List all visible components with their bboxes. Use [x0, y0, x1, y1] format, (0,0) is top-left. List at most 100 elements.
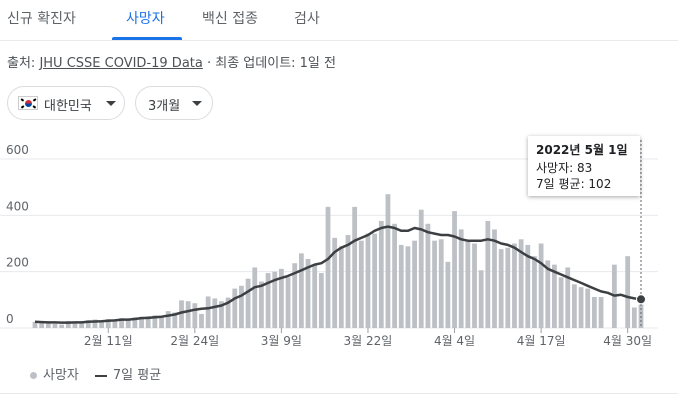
bar	[72, 322, 78, 328]
period-dropdown[interactable]: 3개월	[135, 86, 213, 120]
bar	[591, 297, 597, 328]
y-tick-label: 400	[6, 199, 29, 213]
y-tick-label: 600	[6, 143, 29, 157]
bar	[278, 268, 284, 328]
x-tick-label: 4월 30일	[603, 334, 652, 348]
tab-vaccination[interactable]: 백신 접종	[202, 11, 258, 27]
source-link[interactable]: JHU CSSE COVID-19 Data	[39, 56, 203, 71]
tooltip-deaths: 사망자: 83	[536, 161, 593, 175]
bar	[219, 301, 224, 328]
korea-flag-icon	[18, 96, 38, 110]
bar	[598, 297, 604, 328]
chevron-down-icon	[106, 101, 116, 106]
bar	[458, 229, 464, 328]
bar	[105, 318, 111, 328]
bar	[205, 296, 211, 328]
bar	[425, 223, 431, 328]
deaths-chart[interactable]: 0 200 400 600 2월 11일 2월 24일 3월 9일 3월 22일 4월 4일 4월…	[0, 140, 678, 355]
bar	[119, 318, 124, 328]
bar	[92, 319, 98, 328]
bar	[239, 285, 244, 328]
bar	[472, 243, 477, 328]
bar	[52, 323, 58, 328]
bar	[139, 316, 144, 328]
bar	[318, 273, 324, 328]
chart-legend: 사망자 7일 평균	[30, 364, 161, 383]
country-value: 대한민국	[44, 99, 92, 114]
tab-tests[interactable]: 검사	[294, 11, 320, 27]
bar	[292, 263, 298, 328]
bar	[625, 256, 631, 328]
bar	[538, 243, 544, 328]
tab-deaths[interactable]: 사망자	[126, 11, 165, 27]
bar	[39, 322, 45, 328]
bar	[332, 237, 338, 328]
bar	[185, 301, 191, 328]
tooltip-date: 2022년 5월 1일	[536, 143, 628, 157]
chevron-down-icon	[192, 101, 202, 106]
bar	[525, 244, 531, 328]
bar	[365, 233, 371, 328]
bar	[405, 246, 411, 328]
last-updated: · 최종 업데이트: 1일 전	[202, 56, 336, 71]
y-tick-label: 0	[6, 312, 14, 326]
bar	[478, 270, 484, 328]
country-dropdown[interactable]: 대한민국	[7, 86, 125, 120]
bar	[305, 258, 311, 328]
bar	[165, 311, 171, 328]
bar	[418, 209, 424, 328]
bar	[32, 321, 38, 328]
bar	[245, 278, 251, 328]
bar	[232, 288, 238, 328]
tooltip-average: 7일 평균: 102	[536, 177, 612, 191]
bar	[112, 320, 118, 328]
bar	[432, 240, 437, 328]
bar	[179, 300, 184, 328]
bar	[512, 243, 517, 328]
bar	[325, 206, 331, 328]
bar	[398, 244, 404, 328]
x-tick-label: 2월 11일	[84, 334, 133, 348]
bar	[532, 256, 537, 328]
bar	[252, 267, 258, 328]
x-tick-label: 3월 9일	[261, 334, 302, 348]
divider	[0, 393, 678, 394]
bar	[412, 240, 417, 328]
legend-line-label: 7일 평균	[112, 368, 162, 383]
chart-tooltip: 2022년 5월 1일 사망자: 83 7일 평균: 102	[528, 136, 640, 196]
bar	[345, 235, 351, 328]
average-line	[34, 225, 642, 324]
x-tick-label: 4월 4일	[434, 334, 475, 348]
bar	[392, 223, 398, 328]
source-prefix: 출처:	[7, 56, 40, 71]
bar	[385, 194, 391, 328]
bar	[438, 239, 444, 328]
bar	[338, 246, 344, 328]
bar	[518, 239, 524, 328]
bar	[572, 284, 577, 328]
bar	[505, 247, 511, 328]
y-tick-label: 200	[6, 256, 29, 270]
legend-line-swatch	[94, 374, 107, 377]
bar	[492, 229, 497, 328]
bar	[378, 220, 384, 328]
active-tab-indicator	[112, 37, 182, 40]
period-value: 3개월	[148, 99, 181, 114]
bar	[298, 253, 304, 328]
bar	[585, 288, 591, 328]
x-tick-label: 2월 24일	[170, 334, 219, 348]
bar	[225, 297, 231, 328]
bar	[259, 281, 264, 328]
bar	[498, 249, 504, 328]
bar	[159, 317, 164, 328]
bar	[79, 321, 85, 328]
bar	[132, 317, 138, 328]
bar	[172, 312, 178, 328]
bar	[145, 316, 151, 328]
tab-new-cases[interactable]: 신규 확진자	[7, 11, 76, 27]
bar	[312, 264, 318, 328]
bar	[445, 261, 451, 328]
x-tick-label: 4월 17일	[517, 334, 566, 348]
bar	[45, 322, 51, 328]
bar	[465, 240, 471, 328]
